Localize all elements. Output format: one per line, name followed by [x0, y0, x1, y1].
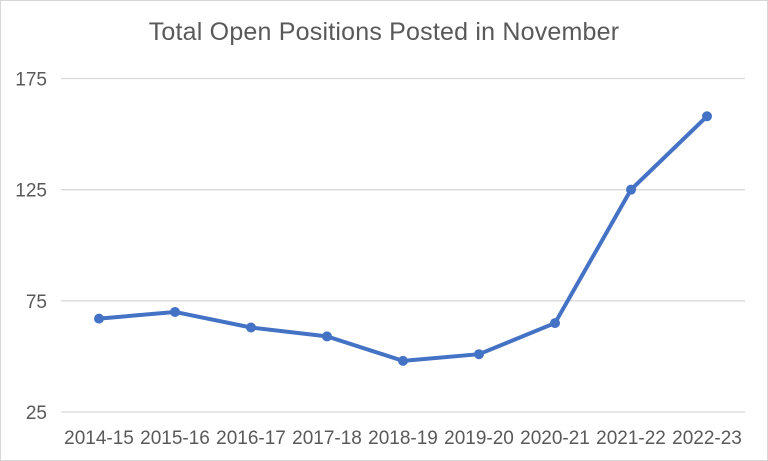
x-tick-label: 2017-18: [292, 428, 362, 449]
chart-title: Total Open Positions Posted in November: [148, 18, 620, 46]
data-line-series: [97, 114, 709, 363]
y-tick-label: 125: [15, 181, 47, 202]
data-point-marker: [170, 306, 180, 317]
x-tick-label: 2015-16: [140, 428, 210, 449]
x-tick-label: 2014-15: [64, 428, 134, 449]
x-tick-label: 2022-23: [672, 428, 742, 449]
x-tick-label: 2019-20: [444, 428, 514, 449]
data-point-marker: [246, 322, 256, 333]
data-point-marker: [702, 111, 712, 122]
x-tick-label: 2021-22: [596, 428, 666, 449]
data-point-marker: [322, 331, 332, 342]
y-tick-label: 25: [26, 403, 47, 424]
data-point-marker: [626, 184, 636, 195]
data-point-marker: [550, 318, 560, 329]
data-point-marker: [398, 355, 408, 366]
y-tick-label: 175: [15, 70, 47, 91]
data-point-marker: [474, 349, 484, 360]
x-tick-label: 2018-19: [368, 428, 438, 449]
x-tick-label: 2016-17: [216, 428, 286, 449]
data-point-marker: [94, 313, 104, 324]
y-tick-label: 75: [26, 292, 47, 313]
x-tick-label: 2020-21: [520, 428, 590, 449]
